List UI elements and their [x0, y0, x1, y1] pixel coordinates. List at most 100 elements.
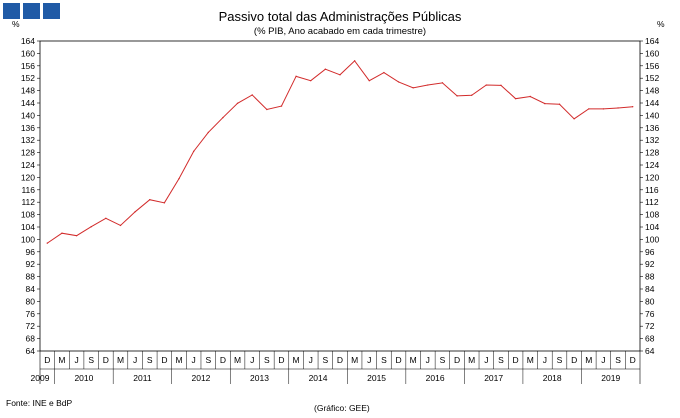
passivo-series-line [47, 60, 633, 244]
y-tick-label-left: 72 [26, 321, 36, 331]
data-point [427, 84, 429, 86]
data-point [441, 82, 444, 84]
y-tick-label-left: 64 [26, 346, 36, 356]
y-tick-label-left: 120 [21, 172, 35, 182]
y-tick-label-right: 128 [645, 148, 659, 158]
x-year-label: 2017 [484, 373, 503, 383]
x-quarter-label: J [367, 355, 371, 365]
y-tick-label-right: 96 [645, 247, 655, 257]
x-quarter-label: D [44, 355, 50, 365]
chart-subtitle: (% PIB, Ano acabado em cada trimestre) [253, 26, 427, 37]
x-quarter-label: J [192, 355, 196, 365]
x-quarter-label: S [205, 355, 211, 365]
x-year-label: 2011 [133, 373, 152, 383]
data-point [324, 68, 327, 70]
x-quarter-label: S [323, 355, 329, 365]
data-point [558, 103, 561, 105]
y-tick-label-left: 116 [21, 185, 35, 195]
data-point [119, 224, 122, 227]
x-quarter-label: M [58, 355, 65, 365]
data-point [207, 131, 209, 134]
data-point [471, 94, 473, 96]
x-quarter-label: D [513, 355, 519, 365]
data-point [383, 71, 385, 74]
y-tick-label-right: 100 [645, 234, 659, 244]
data-point [500, 84, 502, 87]
data-point [46, 242, 49, 244]
y-tick-label-right: 124 [645, 160, 659, 170]
y-tick-label-right: 84 [645, 284, 655, 294]
x-quarter-label: J [309, 355, 313, 365]
x-quarter-label: D [278, 355, 284, 365]
data-point [192, 150, 195, 153]
x-quarter-label: M [117, 355, 124, 365]
y-tick-label-right: 108 [645, 210, 659, 220]
x-year-label: 2009 [31, 373, 50, 383]
y-tick-label-left: 164 [21, 36, 35, 46]
x-year-label: 2019 [601, 373, 620, 383]
data-point [90, 225, 92, 228]
y-tick-label-right: 112 [645, 197, 659, 207]
x-quarter-label: M [410, 355, 417, 365]
y-tick-label-right: 104 [645, 222, 659, 232]
y-tick-label-left: 96 [26, 247, 36, 257]
y-tick-label-right: 164 [645, 36, 659, 46]
y-tick-label-right: 140 [645, 110, 659, 120]
x-quarter-label: J [426, 355, 430, 365]
data-point [295, 75, 297, 78]
x-quarter-label: S [264, 355, 270, 365]
y-tick-label-left: 76 [26, 309, 36, 319]
x-quarter-label: S [381, 355, 387, 365]
x-quarter-label: M [293, 355, 300, 365]
x-quarter-label: D [103, 355, 109, 365]
y-tick-label-right: 120 [645, 172, 659, 182]
data-point [266, 108, 268, 111]
data-point [353, 60, 356, 62]
logo-square-icon [3, 3, 20, 19]
y-tick-label-right: 156 [645, 61, 659, 71]
x-quarter-label: M [351, 355, 358, 365]
x-quarter-label: S [557, 355, 563, 365]
y-tick-label-left: 108 [21, 210, 35, 220]
data-point [134, 211, 136, 213]
data-point [368, 79, 370, 82]
x-quarter-label: D [161, 355, 167, 365]
data-point [105, 217, 107, 220]
data-point [178, 177, 180, 180]
y-tick-label-left: 140 [21, 110, 35, 120]
y-tick-label-left: 92 [26, 259, 36, 269]
y-tick-label-right: 148 [645, 86, 659, 96]
x-year-label: 2014 [309, 373, 328, 383]
y-tick-label-left: 68 [26, 334, 36, 344]
y-tick-label-left: 124 [21, 160, 35, 170]
x-year-label: 2013 [250, 373, 269, 383]
data-point [163, 202, 166, 204]
x-quarter-label: M [585, 355, 592, 365]
y-tick-label-right: 136 [645, 123, 659, 133]
x-quarter-label: M [175, 355, 182, 365]
data-point [397, 81, 400, 83]
x-quarter-label: S [498, 355, 504, 365]
x-year-label: 2015 [367, 373, 386, 383]
data-point [339, 74, 341, 76]
x-quarter-label: M [234, 355, 241, 365]
y-tick-label-left: 104 [21, 222, 35, 232]
credit-note: (Gráfico: GEE) [314, 403, 370, 413]
y-tick-label-right: 152 [645, 73, 659, 83]
x-quarter-label: S [147, 355, 153, 365]
data-point [514, 97, 517, 100]
x-quarter-label: D [571, 355, 577, 365]
x-quarter-label: D [220, 355, 226, 365]
y-unit-right: % [657, 19, 665, 29]
data-point [588, 108, 590, 110]
y-tick-label-left: 84 [26, 284, 36, 294]
x-year-label: 2018 [543, 373, 562, 383]
source-note: Fonte: INE e BdP [6, 398, 73, 408]
data-point [456, 95, 458, 97]
x-quarter-label: J [250, 355, 254, 365]
data-point [251, 94, 253, 96]
y-tick-label-left: 100 [21, 234, 35, 244]
y-tick-label-left: 80 [26, 296, 36, 306]
x-quarter-label: J [601, 355, 605, 365]
